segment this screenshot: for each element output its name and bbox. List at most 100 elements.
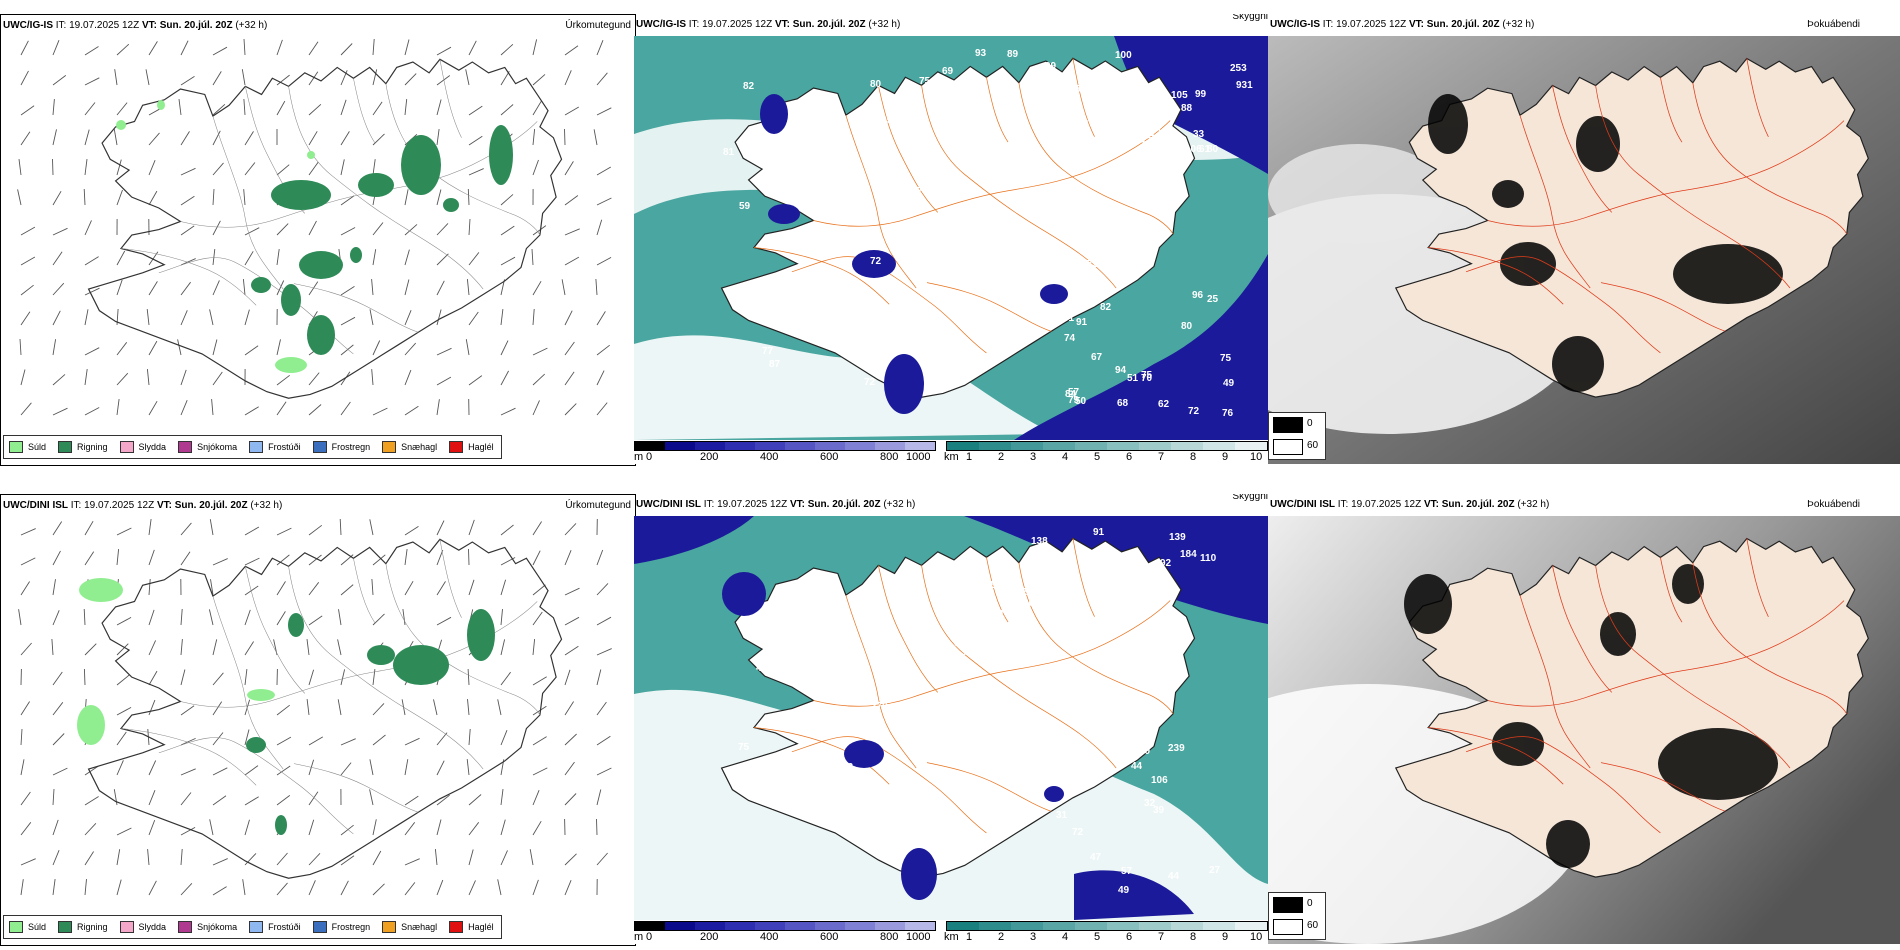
legend-item: Rigning — [58, 441, 108, 453]
wind-barb — [468, 375, 483, 386]
cloud-legend: 0 60 — [1268, 412, 1326, 460]
visibility-value: 81 — [898, 288, 910, 299]
wind-barb — [561, 279, 566, 296]
wind-barb — [404, 759, 409, 776]
wind-barb — [116, 849, 121, 866]
wind-barb — [244, 641, 254, 656]
wind-barb — [340, 227, 356, 236]
wind-barb — [467, 188, 470, 206]
wind-barb — [532, 736, 547, 746]
wind-barb — [20, 791, 31, 806]
wind-barb — [52, 158, 54, 176]
init-time: 19.07.2025 12Z — [717, 499, 788, 510]
visibility-value: 100 — [1115, 50, 1132, 61]
wind-barb — [564, 161, 574, 176]
m-tick: 800 — [880, 451, 899, 463]
wind-barb — [20, 402, 32, 416]
wind-barb — [308, 404, 322, 416]
legend-swatch — [382, 441, 397, 453]
precip-type-panel-row1: UWC/IG-IS IT: 19.07.2025 12Z VT: Sun. 20… — [0, 14, 636, 466]
wind-barb — [20, 369, 26, 386]
wind-barb — [276, 527, 292, 536]
wind-barb — [372, 734, 386, 746]
visibility-value: 239 — [1168, 743, 1185, 754]
wind-barb — [212, 220, 221, 236]
iceland-coastline — [87, 538, 563, 879]
wind-barb — [20, 105, 35, 116]
wind-barb — [337, 639, 342, 656]
m-unit: m — [634, 451, 644, 463]
visibility-value: 93 — [975, 48, 987, 59]
wind-barb — [83, 668, 86, 686]
wind-barb — [116, 159, 122, 176]
wind-barb — [148, 790, 156, 806]
visibility-value: 68 — [1117, 398, 1129, 409]
cloud-cover-map — [1268, 516, 1900, 944]
visibility-value: 57 — [1068, 387, 1080, 398]
visibility-value: 38 — [878, 629, 890, 640]
wind-barb — [276, 765, 291, 776]
wind-barb — [596, 616, 612, 626]
valid-prefix: VT: — [156, 500, 172, 511]
km-tick: 4 — [1062, 451, 1069, 463]
wind-barb — [500, 850, 508, 866]
wind-barb — [500, 789, 504, 806]
wind-barb — [596, 311, 606, 326]
wind-barb — [532, 521, 542, 536]
wind-barbs — [18, 518, 612, 896]
visibility-value: 48 — [885, 740, 897, 751]
wind-barb — [436, 46, 452, 56]
visibility-panel-row1: UWC/IG-IS IT: 19.07.2025 12Z VT: Sun. 20… — [634, 14, 1268, 464]
legend-swatch — [119, 441, 134, 453]
wind-barb — [180, 131, 190, 146]
wind-barb — [116, 707, 132, 716]
legend-item: Frostúði — [249, 921, 301, 933]
wind-barb — [532, 308, 535, 326]
wind-barb — [532, 373, 546, 386]
wind-barb — [564, 371, 575, 386]
visibility-value: 44 — [1131, 761, 1143, 772]
wind-barb — [564, 403, 577, 416]
km-tick: 10 — [1250, 931, 1263, 943]
km-tick: 3 — [1030, 931, 1037, 943]
wind-barb — [116, 879, 122, 896]
visibility-value: 47 — [1090, 852, 1102, 863]
wind-barb — [596, 701, 607, 716]
visibility-value: 137 — [1150, 128, 1167, 139]
wind-barb — [18, 159, 22, 176]
wind-barb — [434, 849, 438, 866]
wind-barb — [532, 676, 547, 686]
m-tick: 400 — [760, 931, 779, 943]
visibility-value: 87 — [769, 359, 781, 370]
wind-barb — [84, 347, 100, 356]
legend-swatch — [312, 441, 327, 453]
km-unit: km — [944, 451, 959, 463]
wind-barb — [596, 583, 609, 596]
wind-barb — [436, 99, 442, 116]
wind-barb — [404, 580, 414, 596]
dense-fog-area — [634, 516, 754, 564]
wind-barb — [500, 671, 511, 686]
wind-barb — [180, 225, 195, 236]
wind-barb — [468, 880, 476, 896]
model-name: UWC/IG-IS — [636, 19, 686, 30]
wind-barb — [436, 253, 449, 266]
legend-swatch — [449, 921, 464, 933]
visibility-value-labels: 103 85 89 88 80 99 101 100 97 105 99 100 93 106 80 137 5… — [723, 48, 1253, 419]
wind-barb — [564, 587, 580, 596]
wind-barb — [468, 135, 483, 146]
wind-barb — [180, 768, 196, 776]
wind-barb — [500, 407, 516, 416]
visibility-value: 91 — [1093, 527, 1105, 538]
visibility-value: 72 — [864, 377, 876, 388]
visibility-value: 99 — [1045, 61, 1057, 72]
wind-barb — [212, 672, 224, 686]
panel-header: UWC/IG-IS IT: 19.07.2025 12Z VT: Sun. 20… — [634, 14, 900, 36]
wind-barb — [83, 608, 86, 626]
legend-swatch — [249, 921, 264, 933]
wind-barb — [596, 72, 608, 86]
roads — [120, 59, 541, 355]
wind-barb — [212, 162, 224, 176]
valid-prefix: VT: — [1423, 499, 1439, 510]
lead-time: (+32 h) — [235, 20, 268, 31]
